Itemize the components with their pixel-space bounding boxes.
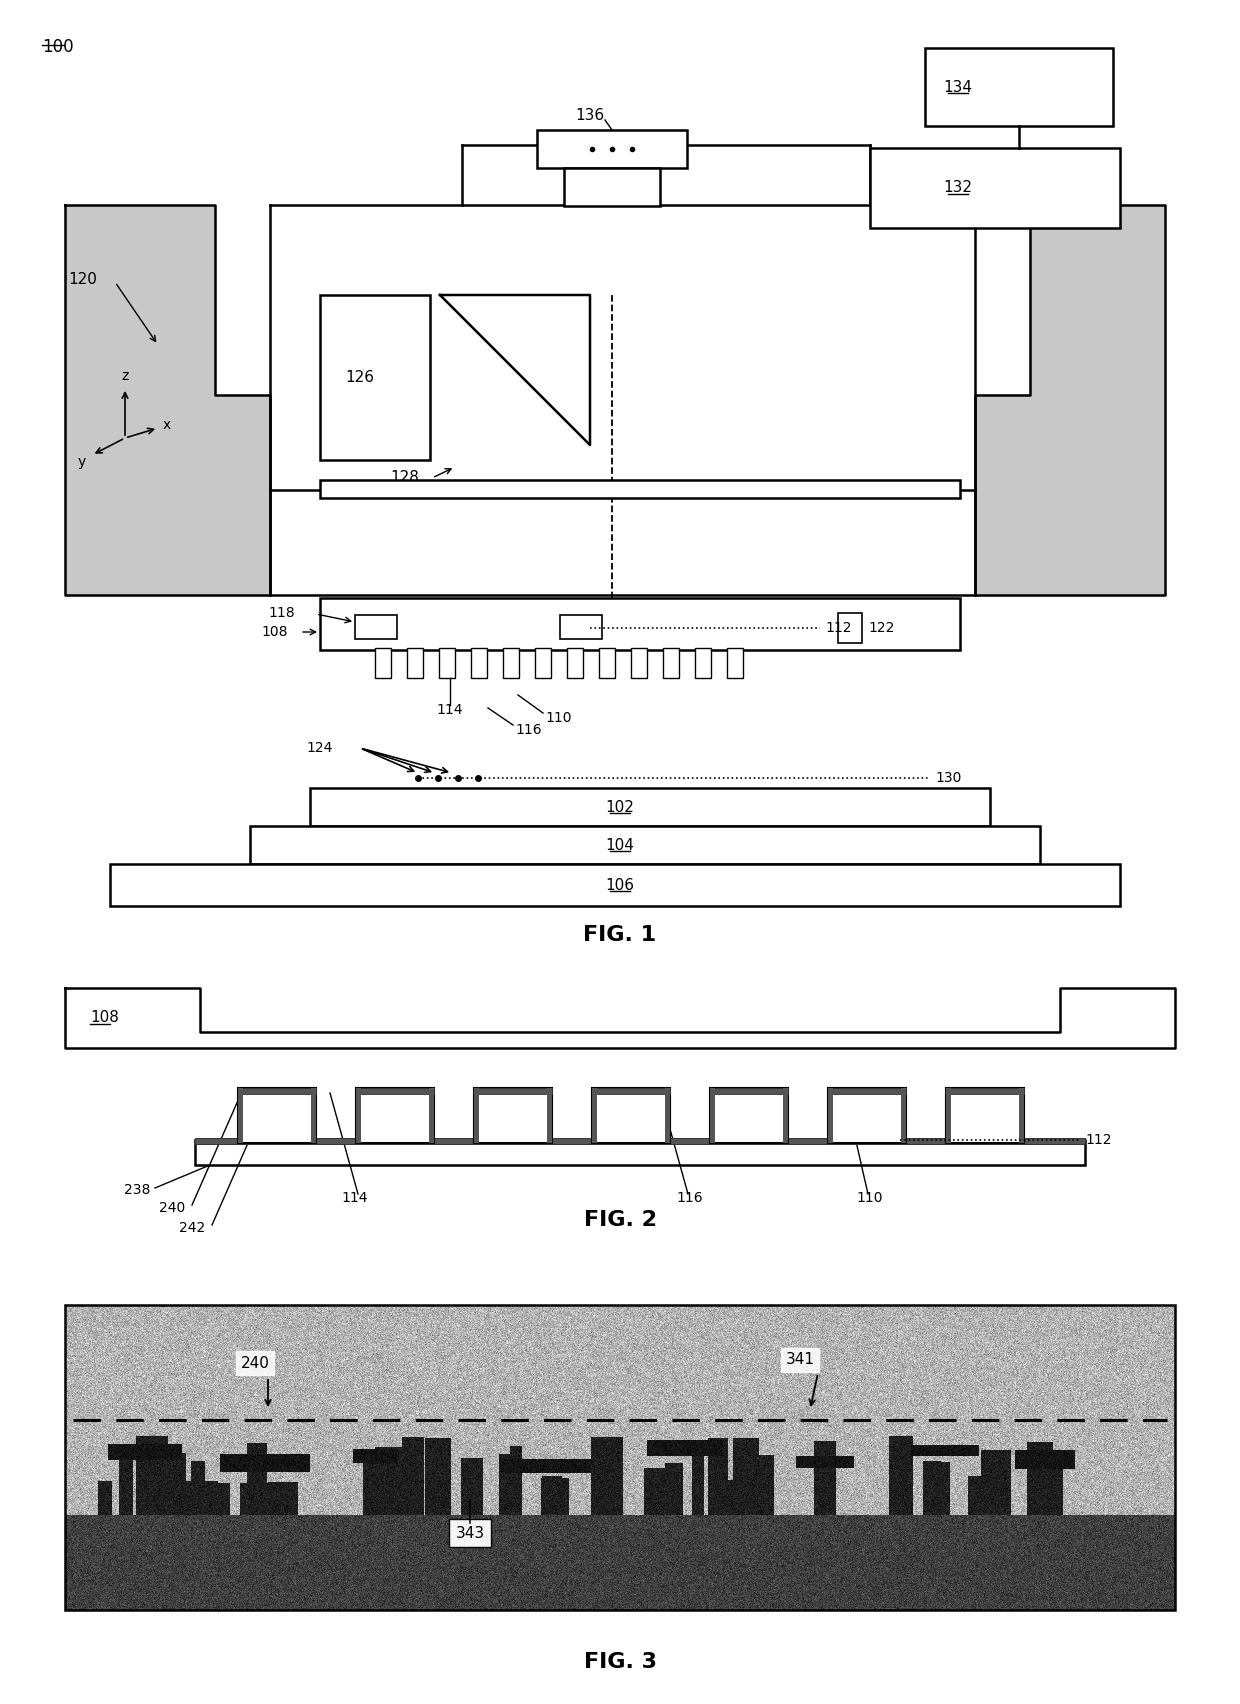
Bar: [599, 648, 615, 678]
Text: 120: 120: [68, 273, 97, 288]
Bar: [320, 481, 960, 498]
Bar: [110, 864, 1120, 907]
Polygon shape: [440, 295, 590, 445]
Text: FIG. 3: FIG. 3: [584, 1651, 656, 1672]
Text: 343: 343: [455, 1525, 485, 1540]
Bar: [1019, 1087, 1024, 1143]
Bar: [946, 1087, 951, 1143]
Polygon shape: [64, 204, 270, 595]
Text: z: z: [122, 370, 129, 383]
Bar: [474, 1087, 479, 1143]
Bar: [238, 1087, 316, 1143]
Bar: [320, 598, 960, 649]
Bar: [474, 1087, 552, 1143]
Text: 132: 132: [944, 181, 972, 196]
Bar: [195, 1138, 1085, 1143]
Text: 108: 108: [262, 625, 288, 639]
Bar: [547, 1087, 552, 1143]
Bar: [663, 648, 680, 678]
Bar: [901, 1087, 906, 1143]
Text: 118: 118: [268, 607, 295, 620]
Bar: [64, 1305, 1176, 1610]
Bar: [374, 648, 391, 678]
Bar: [591, 1087, 670, 1094]
Bar: [560, 615, 601, 639]
Bar: [356, 1087, 361, 1143]
Text: 238: 238: [124, 1183, 150, 1196]
Bar: [310, 787, 990, 826]
Bar: [711, 1087, 787, 1143]
Polygon shape: [64, 988, 1176, 1048]
Bar: [782, 1087, 787, 1143]
Bar: [925, 48, 1114, 126]
Bar: [828, 1087, 906, 1094]
Bar: [238, 1087, 316, 1094]
Bar: [537, 130, 687, 169]
Text: 114: 114: [436, 704, 464, 717]
Bar: [356, 1087, 434, 1143]
Bar: [665, 1087, 670, 1143]
Bar: [503, 648, 520, 678]
Text: 126: 126: [345, 370, 374, 385]
Bar: [238, 1087, 243, 1143]
Bar: [439, 648, 455, 678]
Text: FIG. 2: FIG. 2: [584, 1210, 656, 1230]
Bar: [567, 648, 583, 678]
Text: 124: 124: [306, 741, 334, 755]
Text: 240: 240: [241, 1355, 269, 1370]
Text: 112: 112: [825, 620, 852, 636]
Text: 116: 116: [515, 722, 542, 738]
Bar: [407, 648, 423, 678]
Bar: [311, 1087, 316, 1143]
Bar: [195, 1140, 1085, 1166]
Bar: [471, 648, 487, 678]
Bar: [711, 1087, 715, 1143]
Text: 108: 108: [91, 1010, 119, 1026]
Text: 110: 110: [857, 1191, 883, 1205]
Bar: [711, 1087, 787, 1094]
Bar: [534, 648, 551, 678]
Bar: [591, 1087, 670, 1143]
Text: FIG. 1: FIG. 1: [584, 925, 656, 946]
Text: 114: 114: [342, 1191, 368, 1205]
Bar: [631, 648, 647, 678]
Bar: [838, 613, 862, 642]
Bar: [828, 1087, 833, 1143]
Text: 102: 102: [605, 799, 635, 815]
Polygon shape: [975, 204, 1166, 595]
Text: 112: 112: [1085, 1133, 1111, 1147]
Text: 122: 122: [868, 620, 894, 636]
Bar: [946, 1087, 1024, 1094]
Bar: [828, 1087, 906, 1143]
Bar: [429, 1087, 434, 1143]
Bar: [946, 1087, 1024, 1143]
Bar: [727, 648, 743, 678]
Bar: [870, 148, 1120, 228]
Text: x: x: [162, 417, 171, 433]
Text: 104: 104: [605, 837, 635, 852]
Text: 110: 110: [546, 711, 572, 724]
Text: 128: 128: [391, 470, 419, 486]
Text: y: y: [78, 455, 86, 469]
Text: 136: 136: [575, 107, 604, 123]
Text: 134: 134: [944, 80, 972, 94]
Text: 106: 106: [605, 878, 635, 893]
Bar: [355, 615, 397, 639]
Bar: [474, 1087, 552, 1094]
Bar: [320, 295, 430, 460]
Text: 100: 100: [42, 37, 73, 56]
Bar: [356, 1087, 434, 1094]
Bar: [564, 169, 660, 206]
Bar: [591, 1087, 596, 1143]
Text: 242: 242: [179, 1222, 205, 1235]
Bar: [250, 826, 1040, 864]
Bar: [694, 648, 711, 678]
Text: 341: 341: [785, 1353, 815, 1368]
Text: 130: 130: [935, 770, 961, 786]
Text: 116: 116: [677, 1191, 703, 1205]
Text: 240: 240: [159, 1201, 185, 1215]
